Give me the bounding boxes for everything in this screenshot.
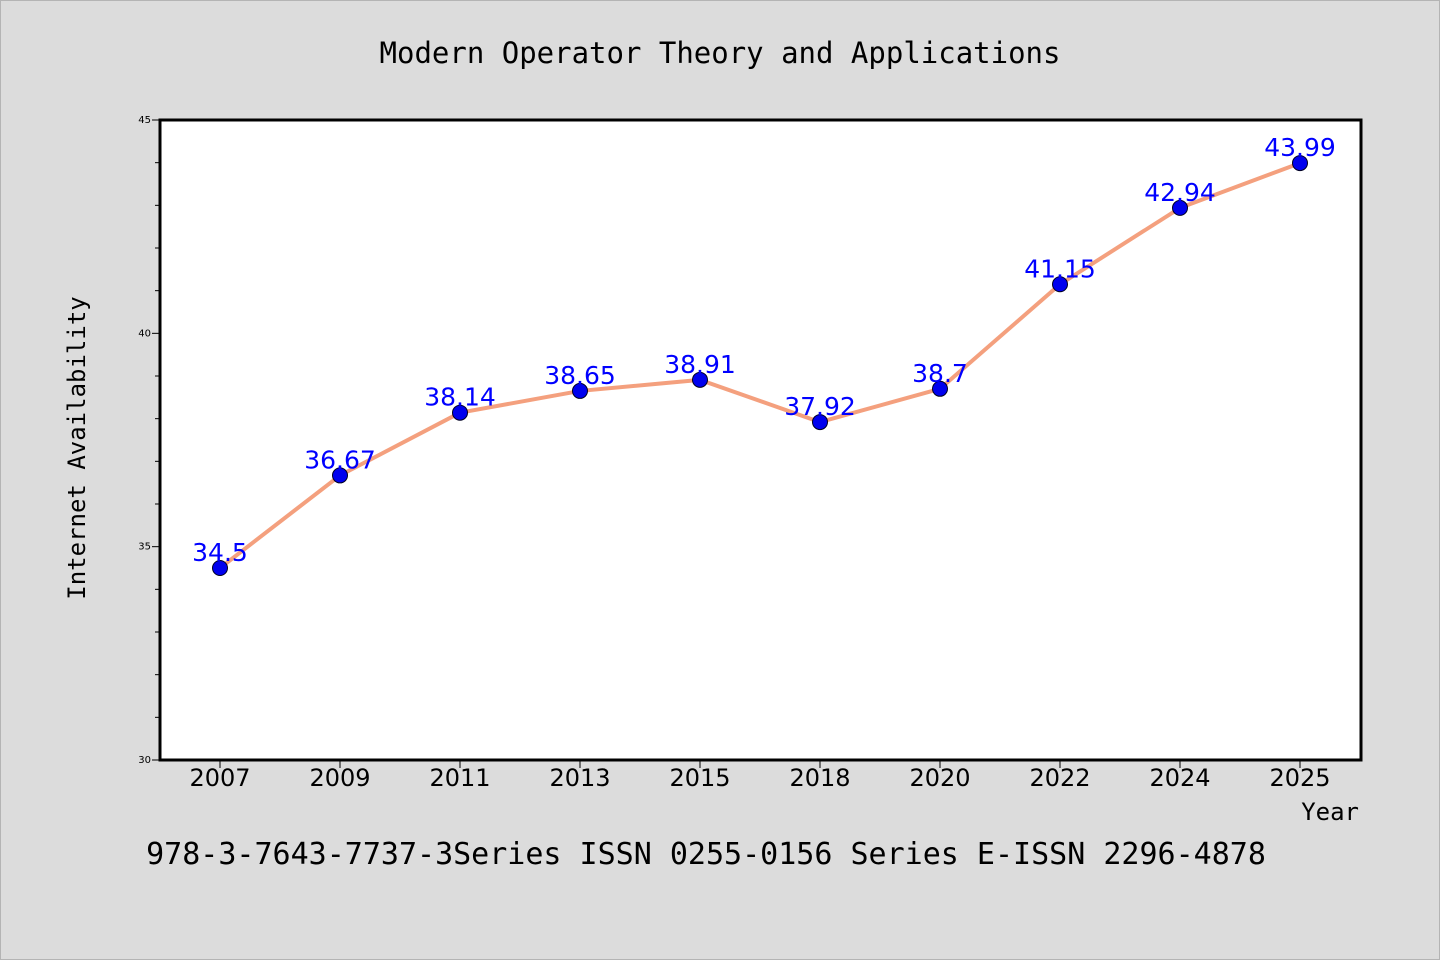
data-point: [452, 404, 468, 421]
data-point: [572, 382, 588, 399]
data-point: [812, 414, 828, 431]
data-markers: [212, 155, 1308, 576]
x-tick-label: 2007: [189, 764, 250, 792]
x-tick-label: 2011: [429, 764, 490, 792]
x-tick-label: 2013: [549, 764, 610, 792]
data-label: 38.7: [912, 359, 968, 388]
series-line: [218, 161, 1302, 570]
x-tick-label: 2009: [309, 764, 370, 792]
data-point: [332, 467, 348, 484]
plot-area: [158, 118, 1363, 762]
data-point: [212, 560, 228, 576]
data-label: 42.94: [1144, 178, 1216, 207]
data-point: [1052, 276, 1068, 293]
y-tick-label: 30: [138, 755, 151, 766]
data-label: 38.65: [544, 361, 616, 390]
data-label: 37.92: [784, 392, 856, 421]
x-tick-label: 2025: [1269, 764, 1330, 792]
x-axis-label: Year: [1301, 798, 1359, 826]
data-label: 38.14: [424, 383, 496, 412]
data-point: [1172, 199, 1188, 216]
x-tick-label: 2015: [669, 764, 730, 792]
data-labels: 34.5 36.67 38.14 38.65 38.91 37.92 38.7 41.15 42…: [192, 133, 1336, 567]
x-tick-label: 2022: [1029, 764, 1090, 792]
x-tick-label: 2018: [789, 764, 850, 792]
data-point: [692, 371, 708, 388]
data-label: 34.5: [192, 538, 248, 567]
y-tick-label: 45: [138, 115, 151, 126]
y-axis-label: Internet Availability: [63, 296, 91, 599]
y-tick-label: 40: [138, 328, 151, 339]
y-axis-ticks: 30 35 40 45: [138, 115, 160, 766]
data-label: 41.15: [1024, 254, 1096, 283]
data-point: [932, 380, 948, 397]
x-tick-label: 2024: [1149, 764, 1210, 792]
footer-text: 978-3-7643-7737-3Series ISSN 0255-0156 S…: [146, 837, 1266, 872]
x-axis-ticks: 2007 2009 2011 2013 2015 2018 2020 2022 2024 2025: [189, 760, 1331, 792]
x-tick-label: 2020: [909, 764, 970, 792]
chart-title: Modern Operator Theory and Applications: [380, 36, 1061, 70]
data-label: 38.91: [664, 350, 736, 379]
y-tick-label: 35: [138, 542, 151, 553]
data-label: 36.67: [304, 445, 376, 474]
data-label: 43.99: [1264, 133, 1336, 162]
data-point: [1292, 155, 1308, 172]
